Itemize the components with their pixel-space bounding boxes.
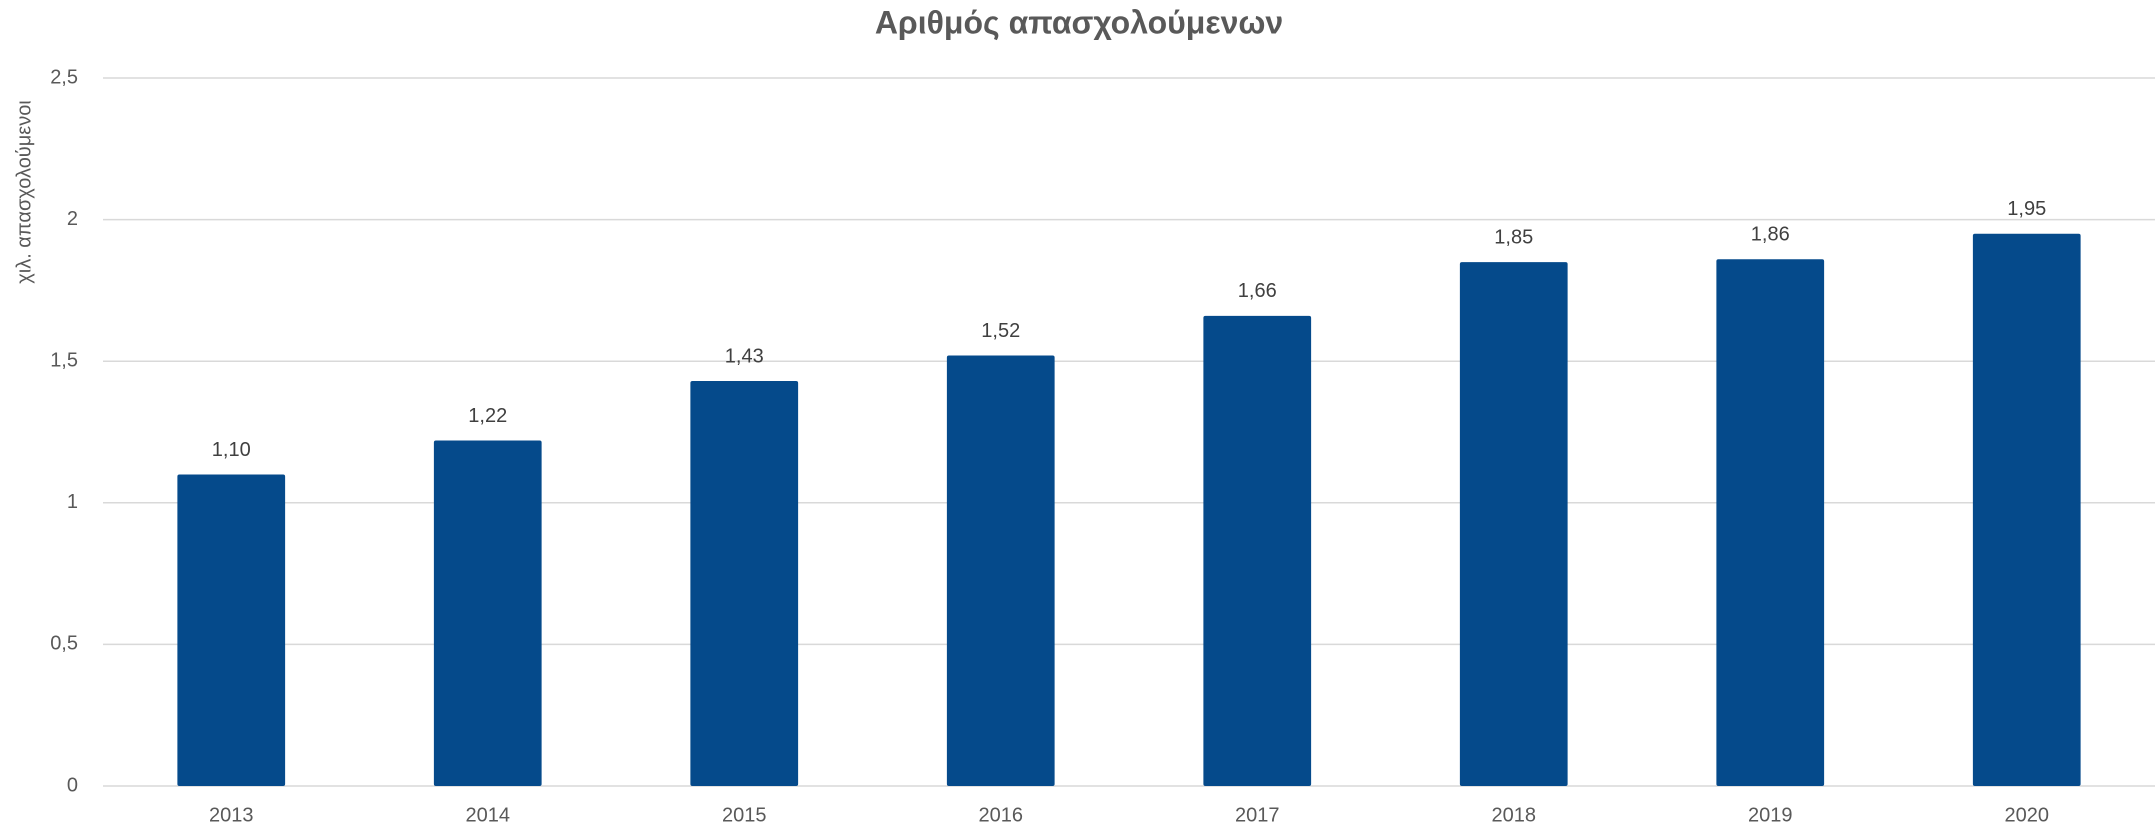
y-tick-label: 1,5 — [50, 349, 78, 371]
y-tick-label: 0,5 — [50, 633, 78, 655]
x-tick-label: 2016 — [979, 804, 1024, 826]
bar — [946, 355, 1055, 786]
bar — [690, 381, 799, 786]
x-tick-label: 2017 — [1235, 804, 1280, 826]
data-label: 1,95 — [2007, 198, 2046, 220]
bar — [177, 474, 286, 786]
data-label: 1,22 — [468, 405, 507, 427]
x-tick-label: 2015 — [722, 804, 767, 826]
bar — [1716, 259, 1825, 786]
x-tick-label: 2018 — [1492, 804, 1537, 826]
chart-title: Αριθμός απασχολούμενων — [875, 4, 1283, 40]
bar — [1459, 262, 1568, 787]
bar — [1972, 233, 2081, 786]
data-label: 1,10 — [212, 439, 251, 461]
data-label: 1,66 — [1238, 280, 1277, 302]
y-tick-label: 2 — [67, 208, 78, 230]
y-tick-label: 0 — [67, 774, 78, 796]
x-tick-label: 2014 — [466, 804, 511, 826]
bar — [1203, 315, 1312, 786]
y-tick-label: 2,5 — [50, 66, 78, 88]
data-label: 1,52 — [981, 320, 1020, 342]
x-tick-label: 2019 — [1748, 804, 1793, 826]
x-tick-label: 2020 — [2005, 804, 2050, 826]
data-label: 1,85 — [1494, 226, 1533, 248]
bar — [433, 440, 542, 786]
data-label: 1,43 — [725, 345, 764, 367]
data-label: 1,86 — [1751, 224, 1790, 246]
x-tick-label: 2013 — [209, 804, 254, 826]
y-tick-label: 1 — [67, 491, 78, 513]
y-axis-label: χιλ. απασχολούμενοι — [13, 100, 35, 284]
